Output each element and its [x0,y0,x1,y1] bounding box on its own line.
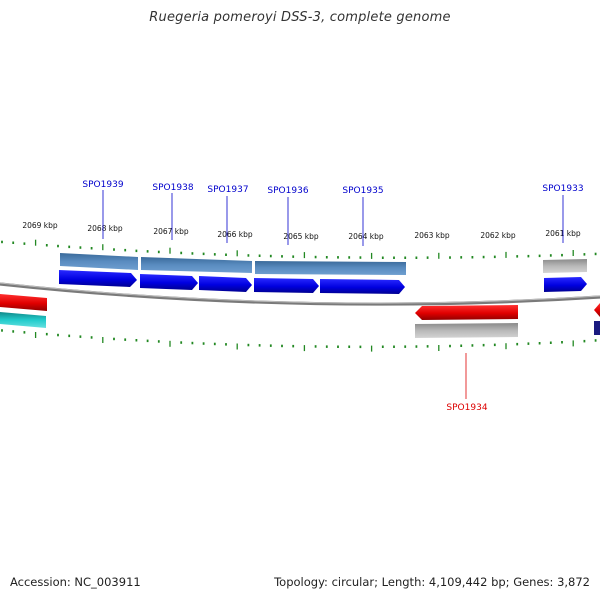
reverse-bands [0,312,600,338]
scale-ticks-lower [1,329,597,352]
scale-label: 2063 kbp [414,231,450,240]
gene-label-text-spo1939: SPO1939 [82,180,123,190]
map-title: Ruegeria pomeroyi DSS-3, complete genome [149,10,451,25]
cds-spo1939-arrow [59,270,137,287]
gene-label-spo1939: SPO1939 [82,180,124,239]
cds-spo1935-arrow [320,279,405,294]
gene-label-text-spo1937: SPO1937 [207,185,248,195]
band-spo1934 [415,323,518,338]
band-left-cyan [0,312,46,328]
forward-bands [60,253,587,275]
band-spo1936-1935 [255,261,406,275]
cds-spo1938-arrow [140,274,198,290]
cds-spo1936-arrow [254,278,319,293]
gene-label-spo1937: SPO1937 [207,185,249,243]
scale-label: 2067 kbp [153,227,189,236]
topology-summary: Topology: circular; Length: 4,109,442 bp… [274,575,590,589]
gene-label-spo1935: SPO1935 [342,186,384,246]
scale-label: 2062 kbp [480,231,516,240]
gene-label-spo1936: SPO1936 [267,186,309,245]
cds-spo1937-arrow [199,276,252,292]
reverse-cds [0,294,600,320]
cds-left-reverse [0,294,47,311]
gene-label-spo1933: SPO1933 [542,184,584,243]
scale-ticks-upper [1,239,597,259]
forward-cds [59,270,587,294]
scale-labels: 2069 kbp 2068 kbp 2067 kbp 2066 kbp 2065 kbp… [22,221,581,241]
gene-label-text-spo1935: SPO1935 [342,186,383,196]
genome-backbone [0,282,600,306]
gene-label-text-spo1936: SPO1936 [267,186,308,196]
gene-label-text-spo1934: SPO1934 [446,403,487,413]
cds-right-reverse [594,303,600,317]
scale-label: 2069 kbp [22,221,58,230]
band-spo1933 [543,259,587,273]
scale-label: 2066 kbp [217,230,253,239]
gene-label-spo1934: SPO1934 [446,353,488,413]
accession-text: Accession: NC_003911 [10,575,141,589]
gene-label-spo1938: SPO1938 [152,183,194,240]
band-right-navy [594,321,600,335]
cds-spo1934-arrow [415,305,518,320]
scale-label: 2065 kbp [283,232,319,241]
gene-labels: SPO1939 SPO1938 SPO1937 SPO1936 SPO1935 … [82,180,583,413]
cds-spo1933-arrow [544,277,587,292]
scale-label: 2064 kbp [348,232,384,241]
gene-label-text-spo1938: SPO1938 [152,183,193,193]
band-spo1939 [60,253,138,270]
band-spo1938-1937 [141,257,252,273]
genome-backbone-highlight [0,282,600,304]
gene-label-text-spo1933: SPO1933 [542,184,583,194]
scale-label: 2068 kbp [87,224,123,233]
